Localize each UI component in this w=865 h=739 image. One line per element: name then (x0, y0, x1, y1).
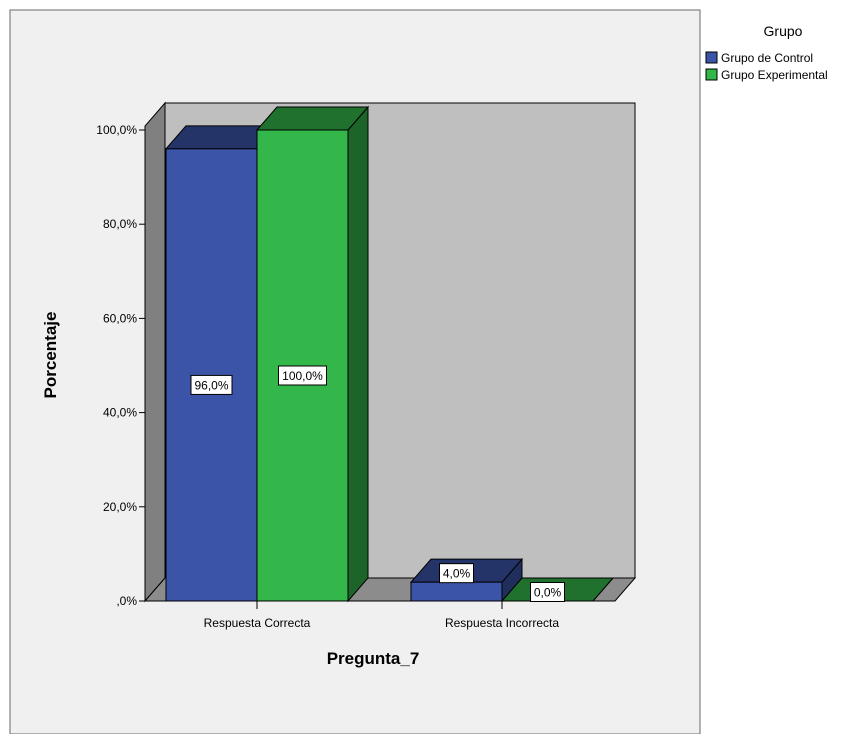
bar-front (165, 148, 258, 602)
legend-label: Grupo de Control (721, 51, 813, 65)
x-tick-label: Respuesta Incorrecta (445, 616, 559, 630)
legend-item-experimental: Grupo Experimental (705, 68, 828, 82)
legend-title: Grupo (764, 23, 803, 39)
bar-front (410, 581, 503, 602)
data-label-text: 96,0% (194, 378, 228, 392)
legend-swatch (705, 68, 718, 81)
bar-experimental-0 (255, 105, 370, 603)
data-label-text: 0,0% (534, 586, 562, 600)
data-label-text: 100,0% (282, 369, 323, 383)
y-tick-label: 100,0% (96, 123, 137, 137)
side-wall (144, 101, 166, 603)
data-label-box (439, 563, 474, 584)
legend-label: Grupo Experimental (721, 68, 828, 82)
y-axis-title: Porcentaje (41, 312, 60, 399)
data-label-box (190, 374, 233, 395)
y-tick-label: 40,0% (103, 406, 137, 420)
y-tick-label: 20,0% (103, 500, 137, 514)
y-tick-label: 60,0% (103, 311, 137, 325)
bar-side (347, 105, 369, 603)
legend-swatch (705, 51, 718, 64)
data-label: 100,0% (278, 365, 327, 386)
legend-item-control: Grupo de Control (705, 51, 813, 65)
bar-top (255, 106, 370, 131)
x-tick-label: Respuesta Correcta (204, 616, 311, 630)
x-axis-title: Pregunta_7 (327, 649, 420, 668)
data-label: 0,0% (530, 582, 565, 602)
data-label: 4,0% (439, 563, 474, 584)
data-label-box (278, 365, 327, 386)
y-tick-label: ,0% (116, 594, 137, 608)
y-tick-label: 80,0% (103, 217, 137, 231)
data-label-text: 4,0% (443, 567, 471, 581)
data-label-box (530, 582, 565, 602)
data-label: 96,0% (190, 374, 233, 395)
